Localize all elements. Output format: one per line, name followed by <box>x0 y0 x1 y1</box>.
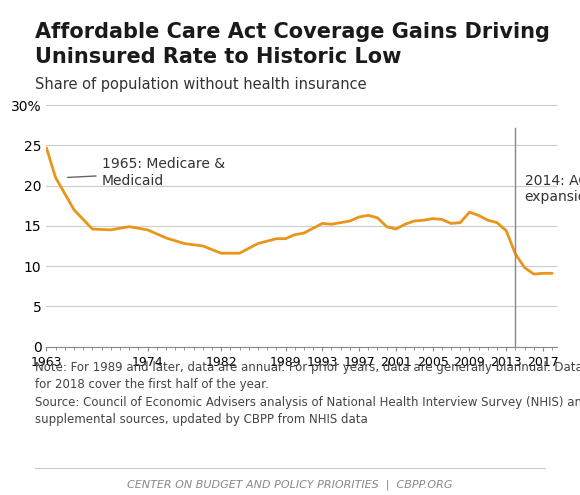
Text: Affordable Care Act Coverage Gains Driving
Uninsured Rate to Historic Low: Affordable Care Act Coverage Gains Drivi… <box>35 22 550 67</box>
Text: Source: Council of Economic Advisers analysis of National Health Interview Surve: Source: Council of Economic Advisers ana… <box>35 396 580 426</box>
Text: CENTER ON BUDGET AND POLICY PRIORITIES  |  CBPP.ORG: CENTER ON BUDGET AND POLICY PRIORITIES |… <box>127 479 453 490</box>
Text: 1965: Medicare &
Medicaid: 1965: Medicare & Medicaid <box>67 157 224 188</box>
Text: Note: For 1989 and later, data are annual. For prior years, data are generally b: Note: For 1989 and later, data are annua… <box>35 361 580 392</box>
Text: 2014: ACA coverage
expansions: 2014: ACA coverage expansions <box>525 174 580 204</box>
Text: Share of population without health insurance: Share of population without health insur… <box>35 77 367 92</box>
